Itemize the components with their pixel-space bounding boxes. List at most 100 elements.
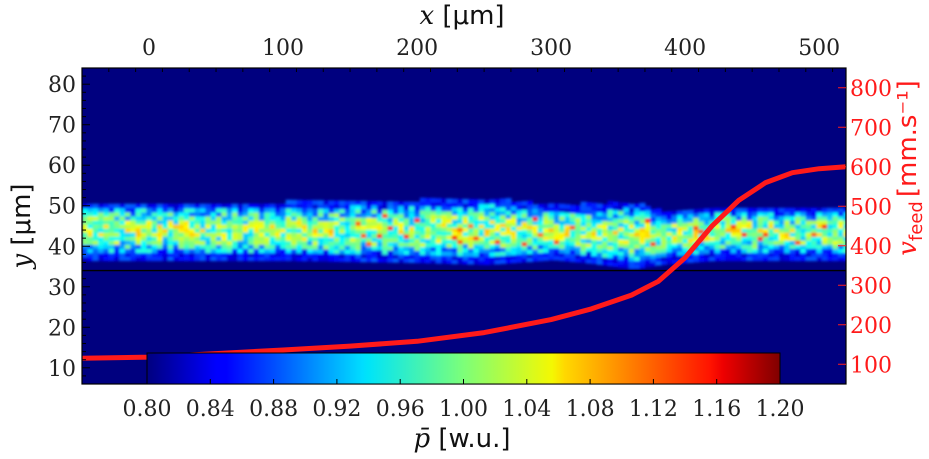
heatmap-cell	[516, 221, 523, 227]
heatmap-cell	[505, 246, 512, 252]
heatmap-cell	[371, 241, 378, 247]
heatmap-cell	[146, 256, 153, 262]
heatmap-cell	[253, 244, 260, 249]
heatmap-cell	[253, 224, 260, 229]
heatmap-cell	[789, 240, 796, 245]
heatmap-cell	[403, 221, 410, 227]
heatmap-cell	[618, 210, 625, 216]
heatmap-cell	[628, 228, 635, 233]
heatmap-cell	[698, 245, 705, 250]
heatmap-cell	[162, 215, 169, 221]
heatmap-cell	[650, 213, 657, 218]
heatmap-cell	[323, 236, 330, 242]
heatmap-cell	[671, 218, 678, 224]
heatmap-cell	[510, 250, 517, 256]
heatmap-cell	[650, 249, 657, 255]
heatmap-cell	[473, 235, 480, 241]
heatmap-cell	[564, 220, 571, 226]
heatmap-cell	[226, 244, 233, 249]
heatmap-cell	[666, 255, 673, 261]
heatmap-cell	[350, 204, 357, 210]
heatmap-cell	[430, 238, 437, 244]
heatmap-cell	[559, 207, 566, 213]
heatmap-cell	[816, 232, 823, 237]
secondary-y-axis-title-unit: [mm.s⁻¹]	[893, 80, 923, 197]
heatmap-cell	[473, 252, 480, 257]
heatmap-cell	[226, 211, 233, 217]
heatmap-cell	[489, 215, 496, 221]
heatmap-cell	[451, 247, 458, 252]
heatmap-cell	[237, 207, 244, 213]
heatmap-cell	[398, 213, 405, 219]
secondary-y-tick-label: 200	[850, 314, 892, 339]
heatmap-cell	[500, 206, 507, 212]
heatmap-cell	[124, 211, 131, 217]
heatmap-cell	[301, 204, 308, 209]
heatmap-cell	[494, 211, 501, 216]
heatmap-cell	[242, 256, 249, 262]
heatmap-cell	[269, 211, 276, 217]
heatmap-cell	[334, 232, 340, 238]
heatmap-cell	[275, 252, 281, 257]
heatmap-cell	[714, 248, 721, 253]
heatmap-cell	[628, 256, 635, 262]
heatmap-cell	[269, 203, 276, 209]
heatmap-cell	[821, 219, 828, 225]
heatmap-cell	[639, 243, 646, 248]
heatmap-cell	[816, 207, 823, 213]
heatmap-cell	[698, 257, 705, 263]
heatmap-cell	[537, 228, 544, 233]
heatmap-cell	[478, 260, 485, 265]
heatmap-cell	[494, 223, 501, 228]
heatmap-cell	[242, 240, 249, 245]
heatmap-cell	[768, 248, 775, 253]
heatmap-cell	[323, 232, 330, 238]
heatmap-cell	[393, 201, 399, 206]
x-tick-label: 400	[664, 36, 706, 61]
heatmap-cell	[746, 232, 753, 237]
heatmap-cell	[607, 200, 614, 206]
heatmap-cell	[816, 211, 823, 217]
heatmap-cell	[816, 224, 823, 229]
heatmap-cell	[135, 256, 142, 262]
heatmap-cell	[387, 221, 394, 227]
heatmap-cell	[510, 213, 517, 219]
heatmap-cell	[489, 251, 496, 257]
heatmap-cell	[607, 213, 614, 218]
heatmap-cell	[709, 236, 716, 241]
heatmap-cell	[307, 208, 314, 213]
heatmap-cell	[725, 256, 732, 262]
heatmap-cell	[226, 224, 233, 229]
heatmap-cell	[687, 233, 694, 239]
heatmap-cell	[827, 252, 834, 257]
heatmap-cell	[339, 237, 346, 242]
heatmap-cell	[827, 211, 834, 217]
heatmap-cell	[451, 206, 458, 212]
heatmap-cell	[634, 203, 641, 209]
heatmap-cell	[500, 218, 507, 224]
heatmap-cell	[157, 248, 164, 253]
heatmap-cell	[838, 228, 844, 233]
heatmap-cell	[312, 204, 319, 209]
heatmap-cell	[564, 232, 571, 238]
heatmap-cell	[371, 249, 378, 255]
heatmap-cell	[505, 222, 512, 228]
heatmap-cell	[108, 248, 115, 253]
heatmap-cell	[393, 258, 399, 263]
heatmap-cell	[591, 231, 598, 236]
heatmap-cell	[382, 213, 389, 218]
heatmap-cell	[350, 257, 357, 263]
heatmap-cell	[682, 258, 689, 264]
heatmap-cell	[258, 203, 265, 209]
heatmap-cell	[586, 242, 592, 248]
heatmap-cell	[532, 257, 539, 262]
heatmap-cell	[307, 204, 314, 209]
heatmap-cell	[92, 232, 99, 237]
heatmap-cell	[537, 212, 544, 217]
heatmap-cell	[741, 211, 748, 217]
heatmap-cell	[344, 237, 351, 242]
heatmap-cell	[124, 240, 131, 245]
heatmap-cell	[414, 242, 421, 247]
heatmap-cell	[693, 233, 700, 239]
